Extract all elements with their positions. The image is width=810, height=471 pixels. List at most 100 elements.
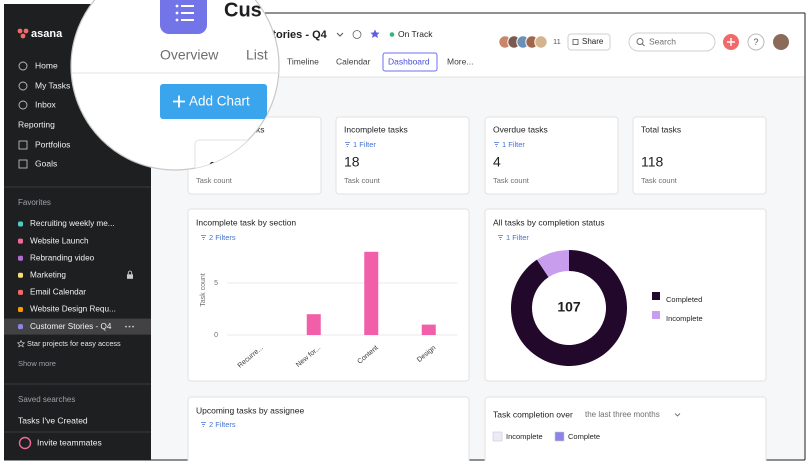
logo-dot <box>23 28 29 34</box>
hint: Star projects for easy access <box>27 339 121 348</box>
legend-label: Incomplete <box>506 432 543 441</box>
zoomed-title: Cus <box>224 0 262 21</box>
range-dropdown[interactable]: the last three months <box>585 410 660 419</box>
search-placeholder[interactable]: Search <box>649 36 676 46</box>
status[interactable]: On Track <box>398 29 433 39</box>
card <box>335 116 470 195</box>
nav-icon <box>18 100 28 110</box>
tab[interactable]: Calendar <box>336 56 371 66</box>
favorite-item[interactable]: Marketing <box>30 270 66 279</box>
saved-search[interactable]: Tasks I've Created <box>18 415 88 425</box>
favorite-item[interactable]: Website Launch <box>30 236 89 245</box>
nav-icon <box>18 81 28 91</box>
card <box>484 116 619 195</box>
bar <box>364 251 379 335</box>
lock-icon <box>127 274 133 279</box>
info-icon <box>352 30 362 39</box>
filter-icon <box>201 235 206 240</box>
member-count: 11 <box>553 37 561 46</box>
card-title: Incomplete tasks <box>344 124 408 134</box>
favorite-item[interactable]: Website Design Requ... <box>30 305 116 314</box>
favorite-item[interactable]: Rebranding video <box>30 253 95 262</box>
nav-item[interactable]: Home <box>35 60 58 70</box>
section-label[interactable]: Reporting <box>18 119 55 129</box>
card-title: Total tasks <box>641 124 681 134</box>
logo-dot <box>20 33 26 39</box>
nav-icon <box>18 159 28 169</box>
project-title: Stories - Q4 <box>265 29 328 41</box>
magnifier-content: Cus Overview List Add Chart <box>71 0 279 170</box>
chart-title: All tasks by completion status <box>493 217 605 227</box>
legend-swatch <box>492 431 503 442</box>
donut-center-label: 107 <box>557 299 581 315</box>
filter-icon <box>494 142 499 147</box>
chevron <box>336 32 344 37</box>
filter-link[interactable]: 1 Filter <box>353 140 376 149</box>
filter-link[interactable]: 1 Filter <box>502 140 525 149</box>
nav-item[interactable]: Portfolios <box>35 139 70 149</box>
chart-title: Task completion over <box>493 409 573 419</box>
favorite-item[interactable]: Recruiting weekly me... <box>30 219 115 228</box>
project-dot <box>18 255 23 261</box>
zoomed-tab[interactable]: List <box>246 47 268 63</box>
chart-title: Incomplete task by section <box>196 217 296 227</box>
nav-item[interactable]: Inbox <box>35 99 57 109</box>
search-box[interactable] <box>628 32 716 52</box>
project-dot <box>18 221 23 227</box>
favorite-item[interactable]: Email Calendar <box>30 288 86 297</box>
donut-segment <box>536 250 569 278</box>
more-icon <box>128 325 131 328</box>
add-chart-label[interactable]: Add Chart <box>189 94 250 109</box>
legend-label: Completed <box>666 295 702 304</box>
project-dot <box>18 307 23 312</box>
user-avatar[interactable] <box>773 34 789 50</box>
legend-swatch <box>652 311 660 319</box>
nav-icon <box>18 61 28 71</box>
filter-icon <box>498 235 503 240</box>
project-dot <box>18 238 23 244</box>
card-title: ks <box>256 124 265 134</box>
nav-item[interactable]: My Tasks <box>35 80 70 90</box>
help-label[interactable]: ? <box>753 37 758 47</box>
chevron <box>674 413 681 417</box>
nav-icon <box>18 140 28 150</box>
invite-button[interactable]: Invite teammates <box>37 437 102 447</box>
search-icon <box>636 38 644 45</box>
filter-link[interactable]: 1 Filter <box>506 233 529 242</box>
selected-row <box>4 318 151 335</box>
legend-swatch <box>652 292 660 300</box>
tab[interactable]: More... <box>447 56 473 66</box>
card <box>187 208 470 382</box>
search-icon <box>641 43 645 47</box>
help-button[interactable] <box>747 33 765 51</box>
link[interactable]: Show more <box>18 359 56 368</box>
tab[interactable]: Timeline <box>287 56 319 66</box>
filter-link[interactable]: 2 Filters <box>209 233 236 242</box>
project-icon <box>160 0 207 34</box>
share-button[interactable] <box>567 33 611 51</box>
bar <box>421 324 436 335</box>
card-value: 118 <box>641 154 664 170</box>
zoomed-tab[interactable]: Overview <box>160 47 219 63</box>
filter-icon <box>345 142 350 147</box>
add-chart-button[interactable] <box>160 84 267 119</box>
donut-segment <box>511 250 627 366</box>
bottom-mask <box>151 461 810 471</box>
legend-label: Complete <box>568 432 600 441</box>
filter-icon <box>201 422 206 427</box>
logo: asana <box>31 28 63 40</box>
share-label[interactable]: Share <box>582 37 604 46</box>
card-caption: Task count <box>196 176 233 185</box>
card-caption: Task count <box>641 176 678 185</box>
tab[interactable]: Dashboard <box>388 56 430 66</box>
y-tick-label: 5 <box>214 280 218 287</box>
favorite-item[interactable]: Customer Stories - Q4 <box>30 322 112 331</box>
nav-item[interactable]: Goals <box>35 158 57 168</box>
section-label: Saved searches <box>18 395 75 404</box>
filter-link[interactable]: 2 Filters <box>209 420 236 429</box>
invite-icon <box>18 436 32 450</box>
project-icon-dot <box>175 11 179 15</box>
project-dot <box>18 272 23 278</box>
